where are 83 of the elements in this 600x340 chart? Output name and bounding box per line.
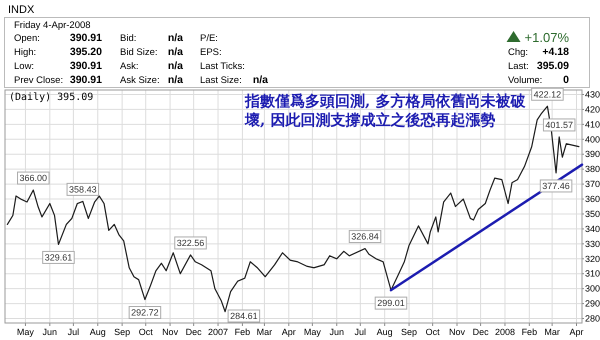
x-tick-label: Sep xyxy=(401,327,418,337)
annotation: 284.61 xyxy=(230,311,258,321)
y-tick-label: 420 xyxy=(585,104,600,114)
y-tick-label: 410 xyxy=(585,119,600,130)
annotation: 366.00 xyxy=(20,173,48,184)
chart-title: (Daily) 395.09 xyxy=(9,92,94,103)
text: n/a xyxy=(168,32,184,44)
x-tick-label: Oct xyxy=(138,327,154,337)
text: Chg: xyxy=(508,47,528,58)
x-tick-label: Sep xyxy=(114,327,130,337)
y-tick-label: 380 xyxy=(585,164,600,174)
x-tick-label: Jul xyxy=(68,327,80,337)
text: Open: xyxy=(14,33,40,44)
text: n/a xyxy=(168,46,184,58)
text: n/a xyxy=(168,74,184,86)
text: n/a xyxy=(252,74,268,86)
annotation: 358.43 xyxy=(69,184,97,194)
annotation: 322.56 xyxy=(176,238,204,248)
y-tick-label: 400 xyxy=(585,134,600,144)
text: Ask Size: xyxy=(120,75,160,86)
x-tick-label: Nov xyxy=(449,327,466,337)
y-tick-label: 390 xyxy=(585,149,600,160)
x-tick-label: Aug xyxy=(90,327,106,337)
text: Bid Size: xyxy=(120,47,158,58)
text: 395.09 xyxy=(536,60,570,72)
y-tick-label: 350 xyxy=(585,208,600,219)
x-tick-label: Nov xyxy=(162,327,179,337)
annotation: 422.12 xyxy=(534,89,562,100)
x-tick-label: Apr xyxy=(569,327,584,337)
text: Ask: xyxy=(120,61,138,72)
annotation: 292.72 xyxy=(131,308,159,318)
x-tick-label: Dec xyxy=(186,327,202,337)
x-tick-label: May xyxy=(16,327,34,337)
text: 395.20 xyxy=(70,46,102,58)
y-tick-label: 340 xyxy=(585,224,600,234)
text: 390.91 xyxy=(70,60,102,72)
y-tick-label: 330 xyxy=(585,238,600,249)
x-tick-label: 2007 xyxy=(208,327,228,337)
text: Last Ticks: xyxy=(200,61,245,72)
annotation: 329.61 xyxy=(44,252,72,262)
y-tick-label: 300 xyxy=(585,284,600,294)
annotation: 299.01 xyxy=(377,298,405,308)
x-tick-label: Jun xyxy=(42,327,58,337)
y-tick-label: 320 xyxy=(585,254,600,264)
text: 390.91 xyxy=(70,74,102,86)
y-tick-label: 280 xyxy=(585,314,600,324)
text: EPS: xyxy=(200,47,222,58)
x-tick-label: May xyxy=(304,327,322,337)
annotation: 401.57 xyxy=(545,120,573,130)
text: 390.91 xyxy=(70,32,102,44)
y-tick-label: 290 xyxy=(585,298,600,309)
x-tick-label: Mar xyxy=(256,327,272,337)
text: n/a xyxy=(168,60,184,72)
text: Last Size: xyxy=(200,75,242,86)
text: P/E: xyxy=(200,33,218,44)
text: +4.18 xyxy=(542,46,570,58)
x-tick-label: Oct xyxy=(426,327,440,337)
x-tick-label: Dec xyxy=(472,327,490,337)
y-tick-label: 430 xyxy=(585,89,600,100)
text: +1.07% xyxy=(524,30,570,45)
y-tick-label: 310 xyxy=(585,268,600,279)
text: Volume: xyxy=(508,75,542,86)
x-tick-label: Jul xyxy=(354,327,366,337)
text: Bid: xyxy=(120,33,136,44)
text: INDX xyxy=(8,4,35,16)
text: High: xyxy=(14,47,36,58)
annotation: 指數僅爲多頭回測, 多方格局依舊尚未被破壞, 因此回測支撐成立之後恐再起漲勢 xyxy=(244,92,526,129)
text: 0 xyxy=(563,74,570,86)
x-tick-label: Jun xyxy=(329,327,344,337)
x-tick-label: Aug xyxy=(376,327,393,337)
text: Last: xyxy=(508,61,529,72)
y-tick-label: 360 xyxy=(585,194,600,204)
x-tick-label: Apr xyxy=(282,327,296,337)
y-tick-label: 370 xyxy=(585,179,600,190)
text: Low: xyxy=(14,61,34,72)
x-tick-label: Feb xyxy=(522,327,538,337)
x-tick-label: Feb xyxy=(234,327,250,337)
annotation: 326.84 xyxy=(351,232,379,242)
text: Friday 4-Apr-2008 xyxy=(14,20,91,31)
text: Prev Close: xyxy=(14,75,64,86)
x-tick-label: 2008 xyxy=(494,327,515,337)
annotation: 377.46 xyxy=(542,180,570,191)
x-tick-label: Mar xyxy=(544,327,560,337)
